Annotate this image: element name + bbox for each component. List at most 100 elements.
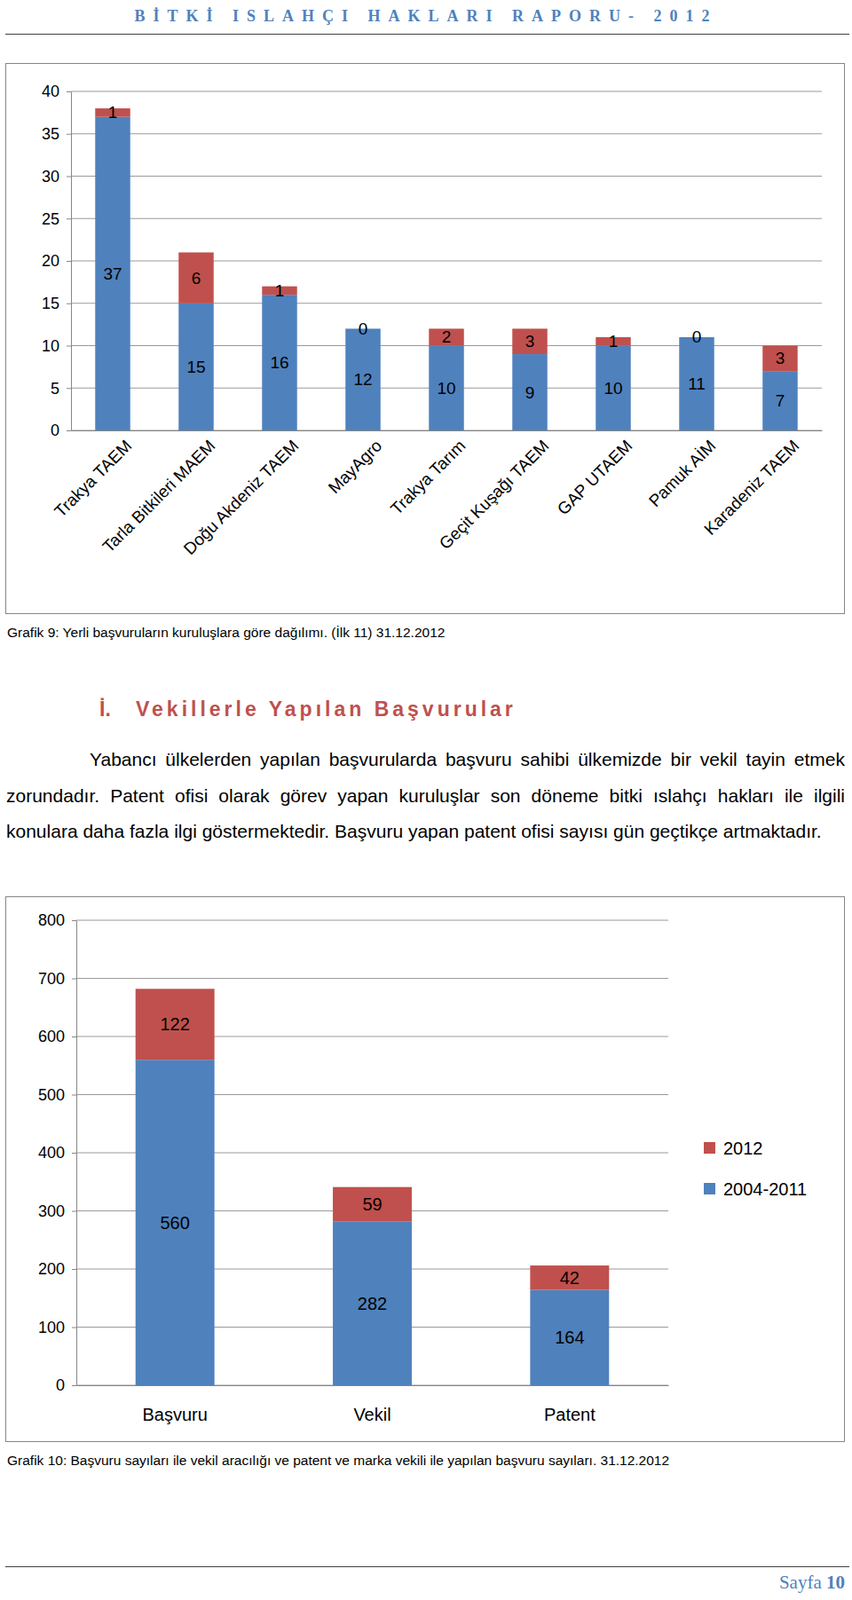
y-tick: 700 <box>38 970 77 988</box>
grid-line <box>71 133 822 135</box>
x-tick-label: GAP UTAEM <box>553 436 637 520</box>
x-tick-label: Pamuk AİM <box>645 436 720 512</box>
legend-label: 2004-2011 <box>723 1179 807 1200</box>
section-number: İ. <box>99 697 111 722</box>
data-label: 59 <box>362 1194 382 1215</box>
bar <box>762 370 797 431</box>
y-tick-mark <box>66 303 71 305</box>
data-label: 122 <box>159 1014 190 1034</box>
bar <box>428 346 464 432</box>
x-tick-label: Trakya Tarım <box>386 436 469 519</box>
bar <box>529 1290 609 1386</box>
figure-caption: Grafik 10: Başvuru sayıları ile vekil ar… <box>7 1452 670 1469</box>
y-tick-mark <box>71 1269 77 1271</box>
y-tick: 400 <box>38 1143 77 1162</box>
bar <box>332 1187 412 1223</box>
bar <box>332 1221 412 1386</box>
data-label: 10 <box>603 378 623 398</box>
y-tick-mark <box>71 1036 77 1038</box>
y-tick: 25 <box>41 210 71 229</box>
bar <box>261 294 297 431</box>
x-tick: Vekil <box>353 1385 391 1425</box>
legend-swatch <box>703 1142 716 1154</box>
data-label: 10 <box>436 378 456 398</box>
bar <box>428 328 464 346</box>
x-axis-line <box>71 430 823 432</box>
paragraph: Yabancı ülkelerden yapılan başvurularda … <box>6 741 845 851</box>
bar <box>678 337 714 431</box>
y-tick-label: 600 <box>38 1027 65 1046</box>
y-tick-label: 200 <box>38 1260 65 1278</box>
page-header: BİTKİ ISLAHÇI HAKLARI RAPORU- 2012 <box>0 7 852 26</box>
y-tick: 15 <box>41 294 71 313</box>
y-tick: 0 <box>50 421 71 440</box>
grid <box>71 91 822 431</box>
figure-caption: Grafik 9: Yerli başvuruların kuruluşlara… <box>7 624 445 641</box>
y-axis: 0510152025303540 <box>41 82 72 440</box>
y-tick-label: 10 <box>41 337 60 355</box>
y-tick-label: 5 <box>50 379 60 398</box>
y-axis: 0100200300400500600700800 <box>38 911 78 1395</box>
y-tick: 0 <box>55 1376 77 1395</box>
chart-frame <box>6 897 845 1443</box>
bar <box>512 328 547 355</box>
grid <box>76 920 669 1386</box>
data-label: 16 <box>269 353 289 372</box>
y-tick: 10 <box>41 337 71 355</box>
grid-line <box>76 920 669 922</box>
y-tick-mark <box>71 1211 77 1213</box>
y-tick-mark <box>66 218 71 220</box>
y-tick-label: 30 <box>41 167 60 186</box>
bar <box>512 354 547 431</box>
bar <box>135 1059 215 1386</box>
y-tick: 600 <box>38 1027 77 1046</box>
x-tick-label: Trakya TAEM <box>50 436 135 521</box>
y-tick-label: 800 <box>38 911 65 930</box>
data-label: 2 <box>441 327 452 347</box>
bar <box>178 252 213 303</box>
section-title: Vekillerle Yapılan Başvurular <box>135 697 517 722</box>
y-tick-mark <box>66 387 71 389</box>
y-tick: 100 <box>38 1318 77 1337</box>
data-label: 12 <box>353 370 372 389</box>
legend: 2012 2004-2011 <box>703 1138 807 1200</box>
y-tick-mark <box>71 1152 77 1154</box>
footer-rule <box>5 1566 850 1568</box>
page-number: 10 <box>826 1571 845 1594</box>
data-label: 3 <box>525 331 536 351</box>
y-tick: 500 <box>38 1086 77 1105</box>
data-label: 1 <box>275 281 285 300</box>
data-label: 6 <box>191 268 202 288</box>
y-tick: 30 <box>41 167 71 186</box>
x-tick-label: Doğu Akdeniz TAEM <box>180 436 303 560</box>
y-tick-mark <box>66 260 71 262</box>
data-label: 0 <box>692 327 703 347</box>
grid-line <box>71 91 822 93</box>
legend-label: 2012 <box>723 1138 764 1159</box>
data-label: 164 <box>554 1327 584 1348</box>
y-tick-label: 100 <box>38 1318 65 1337</box>
data-label: 560 <box>159 1213 190 1233</box>
y-tick-mark <box>71 1385 77 1387</box>
data-label: 15 <box>186 357 206 377</box>
x-tick: MayAgro <box>324 430 387 497</box>
data-labels: 3711561611201029310111073 <box>102 102 785 411</box>
data-label: 42 <box>560 1268 580 1288</box>
y-tick-label: 20 <box>41 252 60 270</box>
x-tick: Başvuru <box>142 1385 207 1425</box>
x-tick-label: Vekil <box>353 1404 391 1425</box>
y-tick-label: 0 <box>50 421 60 440</box>
x-axis: Trakya TAEMTarla Bitkileri MAEMDoğu Akde… <box>50 430 822 559</box>
y-tick-label: 500 <box>38 1086 65 1105</box>
y-tick-mark <box>71 1327 77 1329</box>
y-tick-mark <box>66 430 71 432</box>
data-label: 9 <box>525 383 536 403</box>
x-tick-label: Karadeniz TAEM <box>700 436 803 539</box>
x-tick: Patent <box>544 1385 596 1425</box>
x-tick-label: Başvuru <box>142 1404 207 1425</box>
data-label: 7 <box>775 391 786 411</box>
chart-frame <box>6 63 845 615</box>
bar <box>529 1265 609 1291</box>
y-tick-label: 15 <box>41 294 60 313</box>
x-tick: Pamuk AİM <box>645 430 720 511</box>
